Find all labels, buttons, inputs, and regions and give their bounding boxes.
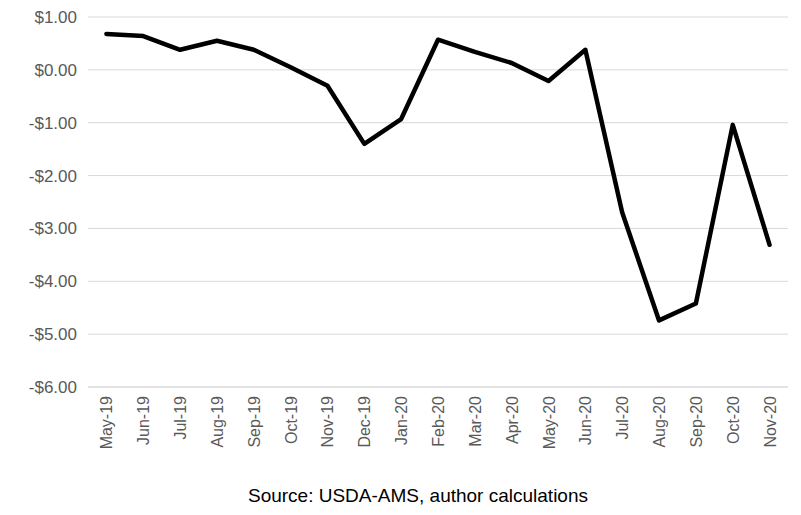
y-tick-label: $1.00 — [34, 8, 77, 27]
x-tick-label: Oct-19 — [283, 396, 300, 444]
grid-line — [88, 387, 788, 388]
y-tick-label: -$6.00 — [29, 378, 77, 397]
grid-line — [88, 281, 788, 282]
source-note: Source: USDA-AMS, author calculations — [248, 485, 588, 506]
data-line — [106, 34, 769, 320]
x-tick-label: Sep-19 — [246, 396, 263, 448]
grid-line — [88, 334, 788, 335]
x-tick-label: Jan-20 — [393, 396, 410, 445]
x-tick-label: Mar-20 — [467, 396, 484, 447]
y-tick-label: -$3.00 — [29, 219, 77, 238]
x-tick-label: Dec-19 — [356, 396, 373, 448]
grid-line — [88, 17, 788, 18]
x-tick-label: Aug-19 — [209, 396, 226, 448]
x-tick-label: Jul-19 — [172, 396, 189, 440]
grid-line — [88, 175, 788, 176]
x-tick-label: Sep-20 — [688, 396, 705, 448]
x-tick-label: Jul-20 — [614, 396, 631, 440]
x-tick-label: Nov-20 — [762, 396, 779, 448]
x-axis-line — [88, 387, 788, 388]
x-tick-label: Jun-19 — [135, 396, 152, 445]
x-tick-label: Feb-20 — [430, 396, 447, 447]
x-tick-label: May-19 — [98, 396, 115, 449]
y-tick-label: -$1.00 — [29, 114, 77, 133]
x-tick-label: May-20 — [541, 396, 558, 449]
y-tick-label: -$4.00 — [29, 272, 77, 291]
x-tick-label: Aug-20 — [651, 396, 668, 448]
x-tick-label: Nov-19 — [319, 396, 336, 448]
plot-area — [106, 34, 769, 320]
grid-line — [88, 228, 788, 229]
chart: $1.00 $0.00 -$1.00 -$2.00 -$3.00 -$4.00 -$5.00… — [0, 0, 801, 515]
y-tick-label: -$5.00 — [29, 325, 77, 344]
grid-line — [88, 69, 788, 70]
y-tick-label: -$2.00 — [29, 167, 77, 186]
x-tick-label: Apr-20 — [504, 396, 521, 444]
y-tick-label: $0.00 — [34, 61, 77, 80]
x-tick-label: Jun-20 — [577, 396, 594, 445]
x-tick-label: Oct-20 — [725, 396, 742, 444]
grid-line — [88, 122, 788, 123]
grid — [88, 17, 788, 387]
